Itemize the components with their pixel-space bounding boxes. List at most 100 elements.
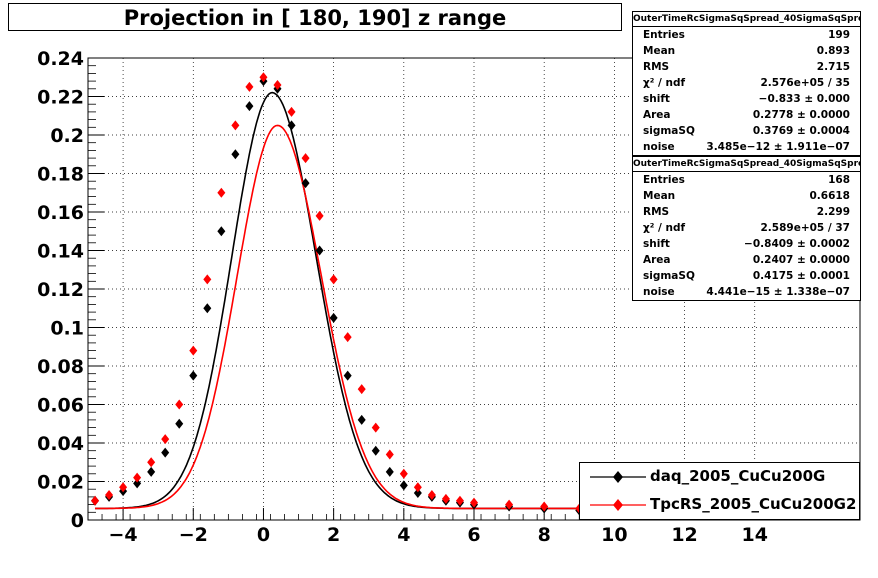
stats-value: 2.715: [816, 61, 850, 73]
stats-row: Entries 168: [633, 172, 860, 188]
stats-value: 0.2778 ± 0.0000: [752, 109, 850, 121]
legend-label: daq_2005_CuCu200G: [650, 467, 826, 485]
grid-lines: [88, 57, 860, 520]
data-point: [385, 449, 394, 460]
stats-label: RMS: [643, 206, 670, 218]
chart-title: Projection in [ 180, 190] z range: [8, 3, 622, 31]
stats-row: χ² / ndf 2.589e+05 / 37: [633, 220, 860, 236]
data-point: [315, 210, 324, 221]
data-point: [161, 434, 170, 445]
data-point: [343, 370, 352, 381]
data-point: [399, 480, 408, 491]
fit-curve: [95, 124, 597, 510]
stats-label: χ² / ndf: [643, 77, 686, 89]
stats-value: 168: [828, 174, 850, 186]
stats-row: sigmaSQ 0.3769 ± 0.0004: [633, 123, 860, 139]
data-point: [413, 488, 422, 499]
data-point: [301, 178, 310, 189]
y-tick-label: 0.14: [37, 241, 84, 263]
stats-value: −0.833 ± 0.000: [758, 93, 850, 105]
stats-row: Area 0.2407 ± 0.0000: [633, 252, 860, 268]
stats-value: 4.441e−15 ± 1.338e−07: [706, 286, 850, 298]
stats-label: noise: [643, 141, 675, 153]
stats-title: OuterTimeRcSigmaSqSpread_40SigmaSqSpread: [633, 157, 860, 172]
stats-label: shift: [643, 93, 670, 105]
y-tick-label: 0.16: [37, 202, 84, 224]
y-tick-label: 0.2: [50, 125, 84, 147]
legend-entry-tpcrs: TpcRS_2005_CuCu200G2: [580, 491, 859, 519]
data-point: [343, 332, 352, 343]
data-point: [329, 274, 338, 285]
y-tick-label: 0.12: [37, 279, 84, 301]
y-tick-label: 0.04: [37, 433, 84, 455]
data-point: [245, 81, 254, 92]
data-point: [203, 274, 212, 285]
stats-label: χ² / ndf: [643, 222, 686, 234]
data-point: [371, 422, 380, 433]
stats-value: 199: [828, 29, 850, 41]
stats-row: shift −0.833 ± 0.000: [633, 91, 860, 107]
stats-label: Area: [643, 109, 671, 121]
data-point: [259, 72, 268, 83]
y-tick-label: 0.18: [37, 164, 84, 186]
stats-value: 0.3769 ± 0.0004: [752, 125, 850, 137]
data-point: [91, 495, 100, 506]
stats-label: Entries: [643, 174, 685, 186]
stats-label: Entries: [643, 29, 685, 41]
data-point: [175, 399, 184, 410]
data-point: [273, 79, 282, 90]
stats-value: 2.589e+05 / 37: [760, 222, 850, 234]
data-point: [399, 468, 408, 479]
x-tick-label: 14: [742, 524, 768, 546]
data-point: [505, 499, 514, 510]
y-tick-label: 0.08: [37, 356, 84, 378]
stats-label: Mean: [643, 190, 676, 202]
data-point: [357, 384, 366, 395]
data-point: [357, 414, 366, 425]
stats-row: Mean 0.6618: [633, 188, 860, 204]
stats-value: 2.576e+05 / 35: [760, 77, 850, 89]
stats-box-tpcrs: OuterTimeRcSigmaSqSpread_40SigmaSqSpread…: [632, 156, 861, 301]
stats-title: OuterTimeRcSigmaSqSpread_40SigmaSqSpread: [633, 12, 860, 27]
data-point: [315, 245, 324, 256]
data-point: [385, 466, 394, 477]
stats-row: shift −0.8409 ± 0.0002: [633, 236, 860, 252]
y-tick-label: 0.1: [50, 318, 84, 340]
legend: daq_2005_CuCu200G TpcRS_2005_CuCu200G2: [579, 462, 860, 520]
y-tick-label: 0.02: [37, 472, 84, 494]
stats-value: 0.893: [816, 45, 850, 57]
data-point: [161, 447, 170, 458]
x-tick-label: 4: [397, 524, 410, 546]
data-point: [147, 457, 156, 468]
stats-value: 0.4175 ± 0.0001: [752, 270, 850, 282]
legend-entry-daq: daq_2005_CuCu200G: [580, 463, 859, 491]
stats-label: Area: [643, 254, 671, 266]
data-point: [287, 106, 296, 117]
stats-value: 0.6618: [809, 190, 850, 202]
x-tick-label: −4: [109, 524, 138, 546]
data-point: [441, 493, 450, 504]
y-tick-label: 0.22: [37, 87, 84, 109]
data-point: [119, 482, 128, 493]
stats-row: χ² / ndf 2.576e+05 / 35: [633, 75, 860, 91]
y-tick-label: 0: [71, 510, 84, 532]
stats-row: RMS 2.299: [633, 204, 860, 220]
stats-label: RMS: [643, 61, 670, 73]
data-point: [287, 120, 296, 131]
legend-label: TpcRS_2005_CuCu200G2: [650, 495, 857, 513]
stats-row: noise 3.485e−12 ± 1.911e−07: [633, 139, 860, 155]
data-point: [133, 472, 142, 483]
stats-box-daq: OuterTimeRcSigmaSqSpread_40SigmaSqSpread…: [632, 11, 861, 156]
data-point: [231, 149, 240, 160]
data-point: [217, 226, 226, 237]
stats-row: Mean 0.893: [633, 43, 860, 59]
data-point: [147, 466, 156, 477]
stats-value: 2.299: [816, 206, 850, 218]
data-point: [540, 501, 549, 512]
data-points: [91, 72, 584, 516]
x-tick-label: 10: [601, 524, 627, 546]
x-tick-label: −2: [179, 524, 208, 546]
stats-label: sigmaSQ: [643, 270, 695, 282]
x-tick-label: 12: [671, 524, 697, 546]
data-point: [470, 497, 478, 508]
